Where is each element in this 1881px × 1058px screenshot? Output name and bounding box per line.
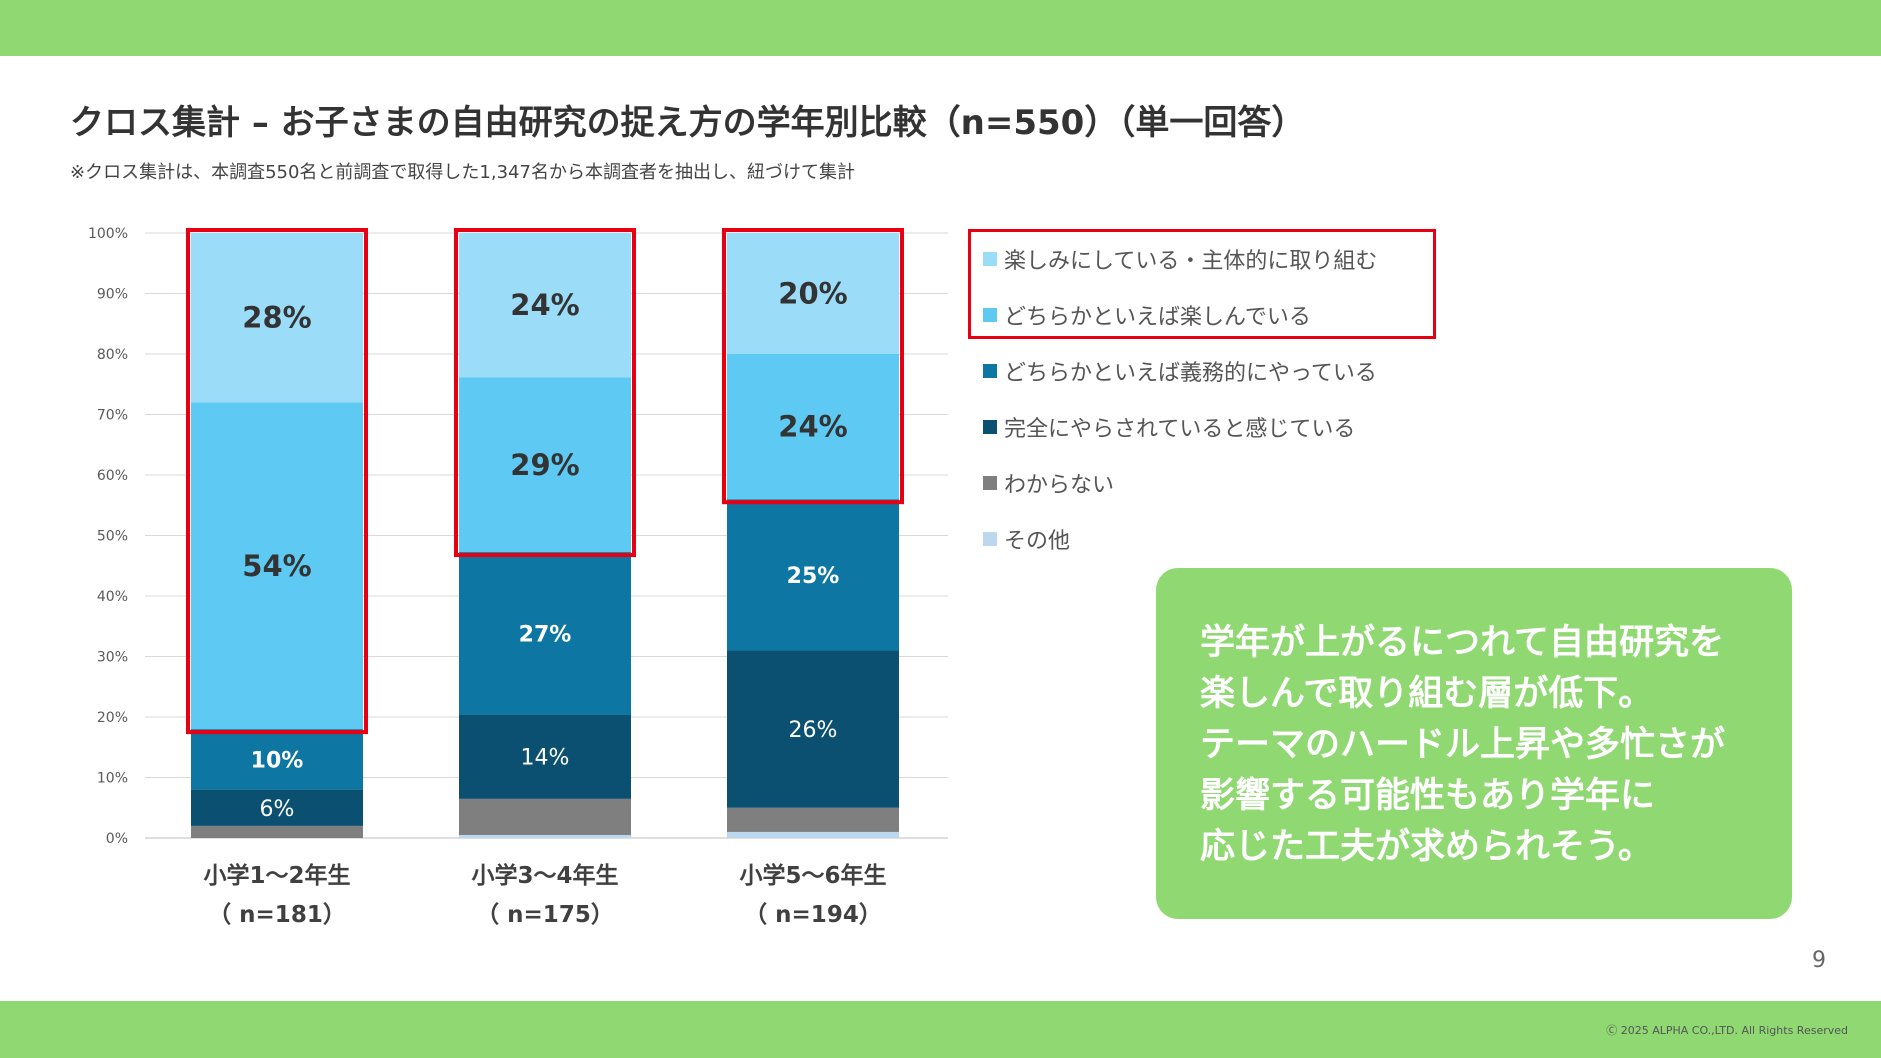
legend-swatch bbox=[983, 476, 997, 490]
bar-segment bbox=[727, 354, 899, 500]
y-tick-label: 20% bbox=[97, 710, 128, 726]
x-category-label: 小学5～6年生 bbox=[739, 862, 886, 889]
legend-swatch bbox=[983, 532, 997, 546]
bar-segment bbox=[727, 233, 899, 354]
y-tick-label: 30% bbox=[97, 650, 128, 666]
legend-label: その他 bbox=[1004, 529, 1071, 554]
x-category-sample-size: （ n=181） bbox=[208, 901, 346, 928]
y-tick-label: 70% bbox=[97, 408, 128, 424]
bar-segment bbox=[191, 729, 363, 790]
legend-item: 楽しみにしている・主体的に取り組む bbox=[983, 243, 1377, 275]
bar-segment bbox=[459, 834, 631, 838]
legend-swatch bbox=[983, 252, 997, 266]
legend-highlight-box bbox=[968, 229, 1436, 339]
top-band bbox=[0, 0, 1881, 56]
legend-label: わからない bbox=[1004, 473, 1115, 498]
bottom-band bbox=[0, 1001, 1881, 1058]
x-category-label: 小学1～2年生 bbox=[203, 862, 350, 889]
page-title: クロス集計 – お子さまの自由研究の捉え方の学年別比較（n=550）（単一回答） bbox=[70, 103, 1306, 143]
data-label: 25% bbox=[787, 564, 840, 589]
bar-segment bbox=[191, 789, 363, 826]
bar-segment bbox=[459, 798, 631, 835]
data-label: 28% bbox=[242, 301, 311, 335]
bar-segment bbox=[459, 377, 631, 553]
highlight-box bbox=[454, 228, 636, 558]
legend-label: 楽しみにしている・主体的に取り組む bbox=[1004, 249, 1378, 274]
x-category-label: 小学3～4年生 bbox=[471, 862, 618, 889]
summary-callout: 学年が上がるにつれて自由研究を 楽しんで取り組む層が低下。 テーマのハードル上昇… bbox=[1156, 568, 1792, 919]
data-label: 24% bbox=[778, 410, 847, 444]
data-label: 20% bbox=[778, 277, 847, 311]
bar-segment bbox=[459, 552, 631, 715]
y-tick-label: 40% bbox=[97, 589, 128, 605]
bar-segment bbox=[727, 499, 899, 651]
data-label: 14% bbox=[521, 746, 570, 771]
y-tick-label: 90% bbox=[97, 287, 128, 303]
bar-segment bbox=[727, 650, 899, 808]
legend-item: どちらかといえば楽しんでいる bbox=[983, 299, 1311, 331]
highlight-box bbox=[722, 228, 904, 505]
y-tick-label: 60% bbox=[97, 468, 128, 484]
x-category-sample-size: （ n=194） bbox=[744, 901, 882, 928]
legend-item: その他 bbox=[983, 523, 1070, 555]
data-label: 24% bbox=[510, 288, 579, 322]
x-category-sample-size: （ n=175） bbox=[476, 901, 614, 928]
y-tick-label: 0% bbox=[106, 831, 128, 847]
legend-swatch bbox=[983, 420, 997, 434]
copyright-text: Ⓒ 2025 ALPHA CO.,LTD. All Rights Reserve… bbox=[1606, 1024, 1848, 1037]
bar-segment bbox=[191, 402, 363, 730]
page-number: 9 bbox=[1812, 948, 1826, 973]
y-tick-label: 100% bbox=[88, 226, 128, 242]
legend-item: わからない bbox=[983, 467, 1114, 499]
legend-item: 完全にやらされていると感じている bbox=[983, 411, 1355, 443]
bar-segment bbox=[459, 233, 631, 378]
bar-segment bbox=[727, 831, 899, 838]
bar-segment bbox=[191, 825, 363, 838]
legend-swatch bbox=[983, 308, 997, 322]
legend-item: どちらかといえば義務的にやっている bbox=[983, 355, 1377, 387]
data-label: 27% bbox=[519, 622, 572, 647]
data-label: 10% bbox=[251, 748, 304, 773]
data-label: 29% bbox=[510, 448, 579, 482]
data-label: 6% bbox=[260, 797, 295, 822]
legend-label: どちらかといえば楽しんでいる bbox=[1004, 305, 1311, 330]
highlight-box bbox=[186, 228, 368, 735]
y-tick-label: 80% bbox=[97, 347, 128, 363]
legend-swatch bbox=[983, 364, 997, 378]
bar-segment bbox=[727, 807, 899, 832]
page-note: ※クロス集計は、本調査550名と前調査で取得した1,347名から本調査者を抽出し… bbox=[70, 162, 855, 183]
data-label: 54% bbox=[242, 549, 311, 583]
data-label: 26% bbox=[789, 718, 838, 743]
y-tick-label: 50% bbox=[97, 529, 128, 545]
y-tick-label: 10% bbox=[97, 771, 128, 787]
legend-label: どちらかといえば義務的にやっている bbox=[1004, 361, 1377, 386]
bar-segment bbox=[191, 233, 363, 403]
summary-callout-text: 学年が上がるにつれて自由研究を 楽しんで取り組む層が低下。 テーマのハードル上昇… bbox=[1200, 623, 1726, 867]
stacked-bar-chart: 0% 10% 20% 30% 40% 50% 60% 70% 80% 90% 100% 6% 10% 54… bbox=[88, 226, 948, 928]
legend-label: 完全にやらされていると感じている bbox=[1004, 417, 1356, 442]
bar-segment bbox=[459, 714, 631, 799]
